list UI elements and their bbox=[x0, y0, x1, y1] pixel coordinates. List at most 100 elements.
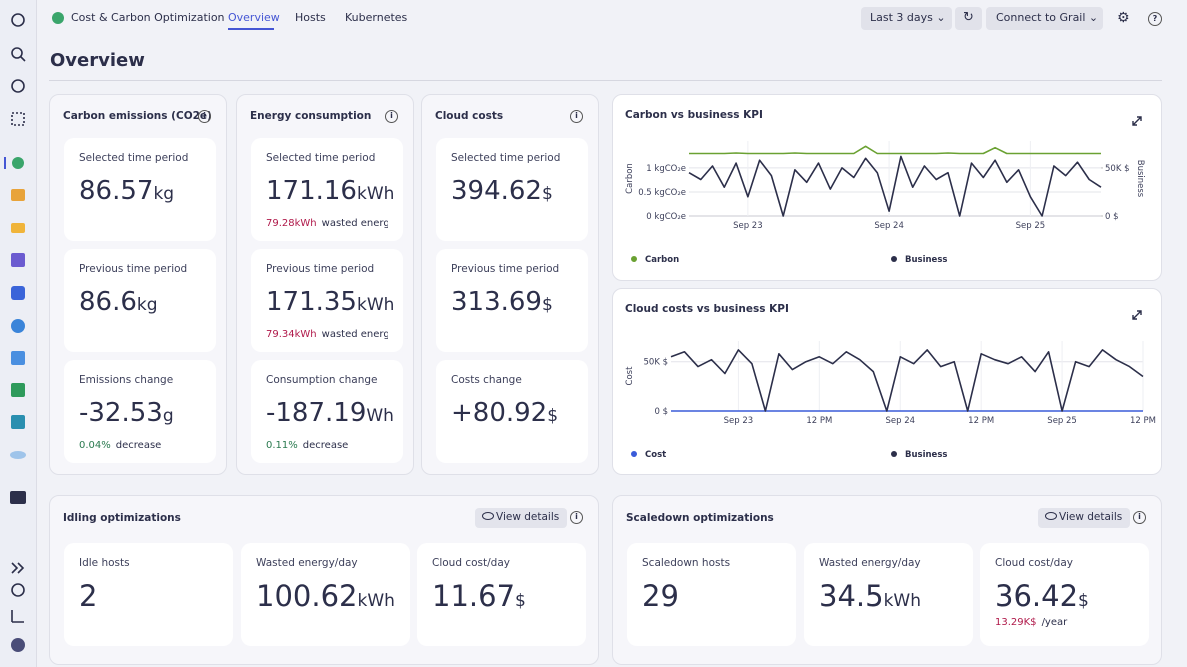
unit: $ bbox=[541, 295, 553, 315]
tile-label: Previous time period bbox=[266, 263, 375, 275]
app-icon bbox=[52, 12, 64, 24]
info-icon[interactable]: i bbox=[570, 511, 583, 524]
value: 394.62 bbox=[451, 176, 542, 206]
settings-icon[interactable]: ⚙ bbox=[1117, 10, 1130, 26]
chart-card: Cloud costs vs business KPI 0 $ 50K $ Cost S… bbox=[612, 288, 1162, 475]
refresh-button[interactable]: ↻ bbox=[955, 7, 982, 30]
value: 100.62 bbox=[256, 579, 358, 613]
tile-value: 36.42$ bbox=[995, 579, 1089, 613]
unit: kWh bbox=[357, 591, 395, 611]
tile-label: Cloud cost/day bbox=[432, 557, 510, 569]
chart-title: Cloud costs vs business KPI bbox=[625, 303, 789, 315]
x-tick-label: Sep 24 bbox=[874, 221, 904, 231]
info-icon[interactable]: i bbox=[385, 110, 398, 123]
legend-dot bbox=[631, 451, 637, 457]
tile-note: 0.11% decrease bbox=[266, 440, 388, 451]
connect-label: Connect to Grail bbox=[996, 11, 1086, 24]
value: 86.57 bbox=[79, 176, 154, 206]
value: 36.42 bbox=[995, 579, 1079, 613]
note-text: decrease bbox=[302, 440, 349, 451]
kpi-tile: Previous time period 171.35kWh 79.34kWh was… bbox=[251, 249, 403, 352]
tile-label: Selected time period bbox=[266, 152, 376, 164]
legend-label: Business bbox=[905, 255, 947, 265]
kpi-tile: Selected time period 86.57kg bbox=[64, 138, 216, 241]
app-name[interactable]: Cost & Carbon Optimization bbox=[71, 11, 225, 24]
y-axis-label: Carbon bbox=[625, 163, 635, 194]
value: 171.16 bbox=[266, 176, 357, 206]
value: -32.53 bbox=[79, 398, 163, 428]
legend-label: Carbon bbox=[645, 255, 679, 265]
unit: kg bbox=[153, 184, 175, 204]
tile-label: Scaledown hosts bbox=[642, 557, 731, 569]
eye-icon bbox=[1045, 512, 1057, 520]
y-tick-label: 0 kgCO₂e bbox=[646, 212, 686, 222]
chart: Cloud costs vs business KPI 0 $ 50K $ Cost S… bbox=[625, 303, 1156, 460]
note-value: 79.28kWh bbox=[266, 218, 317, 229]
kpi-tile: Previous time period 313.69$ bbox=[436, 249, 588, 352]
y2-tick-label: 50K $ bbox=[1105, 164, 1130, 174]
y-axis-label: Cost bbox=[625, 366, 635, 386]
x-tick-label: Sep 24 bbox=[885, 416, 915, 426]
view-details-button[interactable]: View details bbox=[475, 508, 568, 528]
legend-label: Business bbox=[905, 450, 947, 460]
tile-label: Selected time period bbox=[451, 152, 561, 164]
unit: Wh bbox=[366, 406, 394, 426]
kpi-tile: Selected time period 171.16kWh 79.28kWh was… bbox=[251, 138, 403, 241]
y-tick-label: 0 $ bbox=[654, 407, 668, 417]
info-icon[interactable]: i bbox=[1133, 511, 1146, 524]
tab[interactable]: Hosts bbox=[295, 11, 326, 24]
tile-value: 394.62$ bbox=[451, 176, 553, 206]
unit: $ bbox=[515, 591, 526, 611]
tile-label: Costs change bbox=[451, 374, 522, 386]
tile-value: +80.92$ bbox=[451, 398, 558, 428]
view-details-button[interactable]: View details bbox=[1038, 508, 1131, 528]
kpi-tile: Consumption change -187.19Wh 0.11% decrease bbox=[251, 360, 403, 463]
info-icon[interactable]: i bbox=[198, 110, 211, 123]
legend-label: Cost bbox=[645, 450, 666, 460]
card-title: Scaledown optimizations bbox=[626, 512, 774, 524]
value: -187.19 bbox=[266, 398, 367, 428]
value: 86.6 bbox=[79, 287, 137, 317]
tile-value: 100.62kWh bbox=[256, 579, 395, 613]
tile-value: 2 bbox=[79, 579, 97, 613]
tile-note: 13.29K$ /year bbox=[995, 617, 1145, 628]
x-tick-label: Sep 23 bbox=[724, 416, 754, 426]
expand-icon[interactable] bbox=[1132, 116, 1142, 126]
timeframe-button[interactable]: Last 3 days ⌄ bbox=[861, 7, 952, 30]
tile-label: Selected time period bbox=[79, 152, 189, 164]
chart: Carbon vs business KPI 0 kgCO₂e 0.5 kgCO₂e… bbox=[625, 109, 1145, 265]
x-tick-label: 12 PM bbox=[806, 416, 832, 426]
tile-label: Idle hosts bbox=[79, 557, 130, 569]
x-tick-label: Sep 25 bbox=[1016, 221, 1046, 231]
note-text: /year bbox=[1041, 617, 1068, 628]
help-icon[interactable]: ? bbox=[1148, 12, 1162, 26]
series-line bbox=[688, 155, 1102, 217]
tile-label: Wasted energy/day bbox=[256, 557, 358, 569]
value: 2 bbox=[79, 579, 98, 613]
top-bar: Cost & Carbon Optimization Overview Host… bbox=[37, 0, 1187, 37]
value: 29 bbox=[642, 579, 679, 613]
info-icon[interactable]: i bbox=[570, 110, 583, 123]
tab[interactable]: Kubernetes bbox=[345, 11, 408, 24]
optimization-card: Idling optimizations View details i Idle ho… bbox=[49, 495, 599, 665]
optimization-tile: Scaledown hosts 29 bbox=[627, 543, 796, 646]
kpi-tile: Previous time period 86.6kg bbox=[64, 249, 216, 352]
tile-label: Consumption change bbox=[266, 374, 378, 386]
sidebar bbox=[0, 0, 37, 667]
tile-value: 34.5kWh bbox=[819, 579, 921, 613]
unit: kg bbox=[136, 295, 158, 315]
note-value: 79.34kWh bbox=[266, 329, 317, 340]
x-tick-label: Sep 23 bbox=[733, 221, 763, 231]
expand-icon[interactable] bbox=[1132, 310, 1142, 320]
connect-button[interactable]: Connect to Grail ⌄ bbox=[986, 7, 1103, 30]
legend-dot bbox=[631, 256, 637, 262]
optimization-tile: Wasted energy/day 100.62kWh bbox=[241, 543, 410, 646]
tile-value: 86.57kg bbox=[79, 176, 174, 206]
tile-value: -187.19Wh bbox=[266, 398, 394, 428]
card-title: Carbon emissions (CO2e) bbox=[63, 110, 212, 122]
note-value: 0.11% bbox=[266, 440, 298, 451]
tab[interactable]: Overview bbox=[228, 11, 280, 24]
x-tick-label: 12 PM bbox=[968, 416, 994, 426]
optimization-tile: Wasted energy/day 34.5kWh bbox=[804, 543, 973, 646]
